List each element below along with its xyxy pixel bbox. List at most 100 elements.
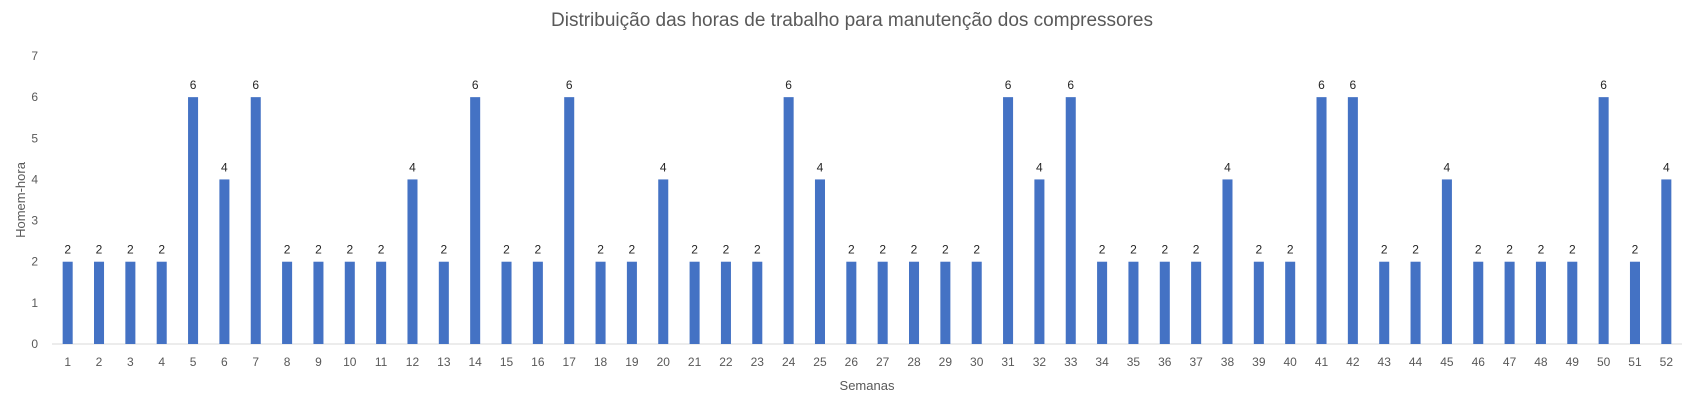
- x-tick-label: 51: [1628, 355, 1642, 369]
- data-label: 2: [1538, 243, 1545, 257]
- x-tick-label: 52: [1660, 355, 1674, 369]
- x-tick-label: 31: [1001, 355, 1015, 369]
- data-label: 2: [754, 243, 761, 257]
- data-label: 2: [158, 243, 165, 257]
- data-label: 2: [127, 243, 134, 257]
- x-tick-label: 41: [1315, 355, 1329, 369]
- bar: [658, 179, 669, 344]
- data-label: 2: [911, 243, 918, 257]
- data-label: 2: [1381, 243, 1388, 257]
- x-tick-label: 38: [1221, 355, 1235, 369]
- data-label: 4: [1224, 160, 1231, 174]
- bar: [1379, 261, 1390, 344]
- data-label: 6: [1350, 78, 1357, 92]
- data-label: 2: [1632, 243, 1639, 257]
- x-tick-label: 26: [845, 355, 859, 369]
- y-tick-label: 7: [31, 49, 38, 63]
- bar: [1441, 179, 1452, 344]
- x-tick-label: 46: [1472, 355, 1486, 369]
- data-label: 2: [973, 243, 980, 257]
- bar: [250, 97, 261, 345]
- data-label: 2: [1475, 243, 1482, 257]
- bar: [470, 97, 481, 345]
- chart-title: Distribuição das horas de trabalho para …: [551, 10, 1153, 31]
- y-tick-label: 3: [31, 214, 38, 228]
- data-label: 2: [879, 243, 886, 257]
- data-label: 4: [817, 160, 824, 174]
- bar: [62, 261, 73, 344]
- bar: [156, 261, 167, 344]
- x-tick-label: 19: [625, 355, 639, 369]
- x-tick-label: 13: [437, 355, 451, 369]
- data-label: 2: [1506, 243, 1513, 257]
- bar: [407, 179, 418, 344]
- bar: [909, 261, 920, 344]
- data-label: 4: [409, 160, 416, 174]
- bars: [62, 97, 1672, 345]
- x-tick-label: 23: [751, 355, 765, 369]
- bar: [282, 261, 293, 344]
- data-label: 2: [597, 243, 604, 257]
- bar: [1629, 261, 1640, 344]
- bar: [1128, 261, 1139, 344]
- x-tick-label: 33: [1064, 355, 1078, 369]
- y-tick-label: 6: [31, 90, 38, 104]
- data-label: 2: [1287, 243, 1294, 257]
- x-tick-label: 35: [1127, 355, 1141, 369]
- bar: [940, 261, 951, 344]
- x-tick-label: 9: [315, 355, 322, 369]
- data-label: 2: [1099, 243, 1106, 257]
- data-label: 2: [1130, 243, 1137, 257]
- data-label: 2: [315, 243, 322, 257]
- bar: [1504, 261, 1515, 344]
- x-tick-label: 8: [284, 355, 291, 369]
- bar: [1598, 97, 1609, 345]
- data-label: 2: [1193, 243, 1200, 257]
- data-label: 2: [64, 243, 71, 257]
- bar: [971, 261, 982, 344]
- x-tick-label: 11: [375, 355, 388, 369]
- data-label: 2: [942, 243, 949, 257]
- bar: [94, 261, 105, 344]
- x-tick-label: 1: [64, 355, 71, 369]
- data-label: 6: [1600, 78, 1607, 92]
- bar: [626, 261, 637, 344]
- bar: [438, 261, 449, 344]
- data-label: 6: [566, 78, 573, 92]
- y-axis-ticks: 0 1 2 3 4 5 6 7: [31, 49, 38, 351]
- data-label: 4: [660, 160, 667, 174]
- data-label: 4: [1444, 160, 1451, 174]
- bar: [783, 97, 794, 345]
- x-tick-label: 12: [406, 355, 420, 369]
- bar: [1003, 97, 1014, 345]
- bar: [689, 261, 700, 344]
- data-label: 6: [1067, 78, 1074, 92]
- data-label: 2: [691, 243, 698, 257]
- bar: [376, 261, 387, 344]
- data-label: 2: [378, 243, 385, 257]
- bar: [1535, 261, 1546, 344]
- bar: [595, 261, 606, 344]
- bar: [1661, 179, 1672, 344]
- bar: [1316, 97, 1327, 345]
- x-tick-label: 47: [1503, 355, 1517, 369]
- bar: [1347, 97, 1358, 345]
- data-label: 2: [1412, 243, 1419, 257]
- y-tick-label: 1: [31, 296, 38, 310]
- bar: [846, 261, 857, 344]
- x-tick-label: 25: [813, 355, 827, 369]
- data-label: 2: [848, 243, 855, 257]
- bar: [720, 261, 731, 344]
- data-label: 6: [1318, 78, 1325, 92]
- data-label: 6: [785, 78, 792, 92]
- x-tick-label: 16: [531, 355, 545, 369]
- data-label: 2: [535, 243, 542, 257]
- x-tick-label: 45: [1440, 355, 1454, 369]
- x-tick-label: 21: [688, 355, 702, 369]
- bar: [219, 179, 230, 344]
- x-tick-label: 36: [1158, 355, 1172, 369]
- data-label: 2: [1569, 243, 1576, 257]
- bar: [125, 261, 136, 344]
- bar: [877, 261, 888, 344]
